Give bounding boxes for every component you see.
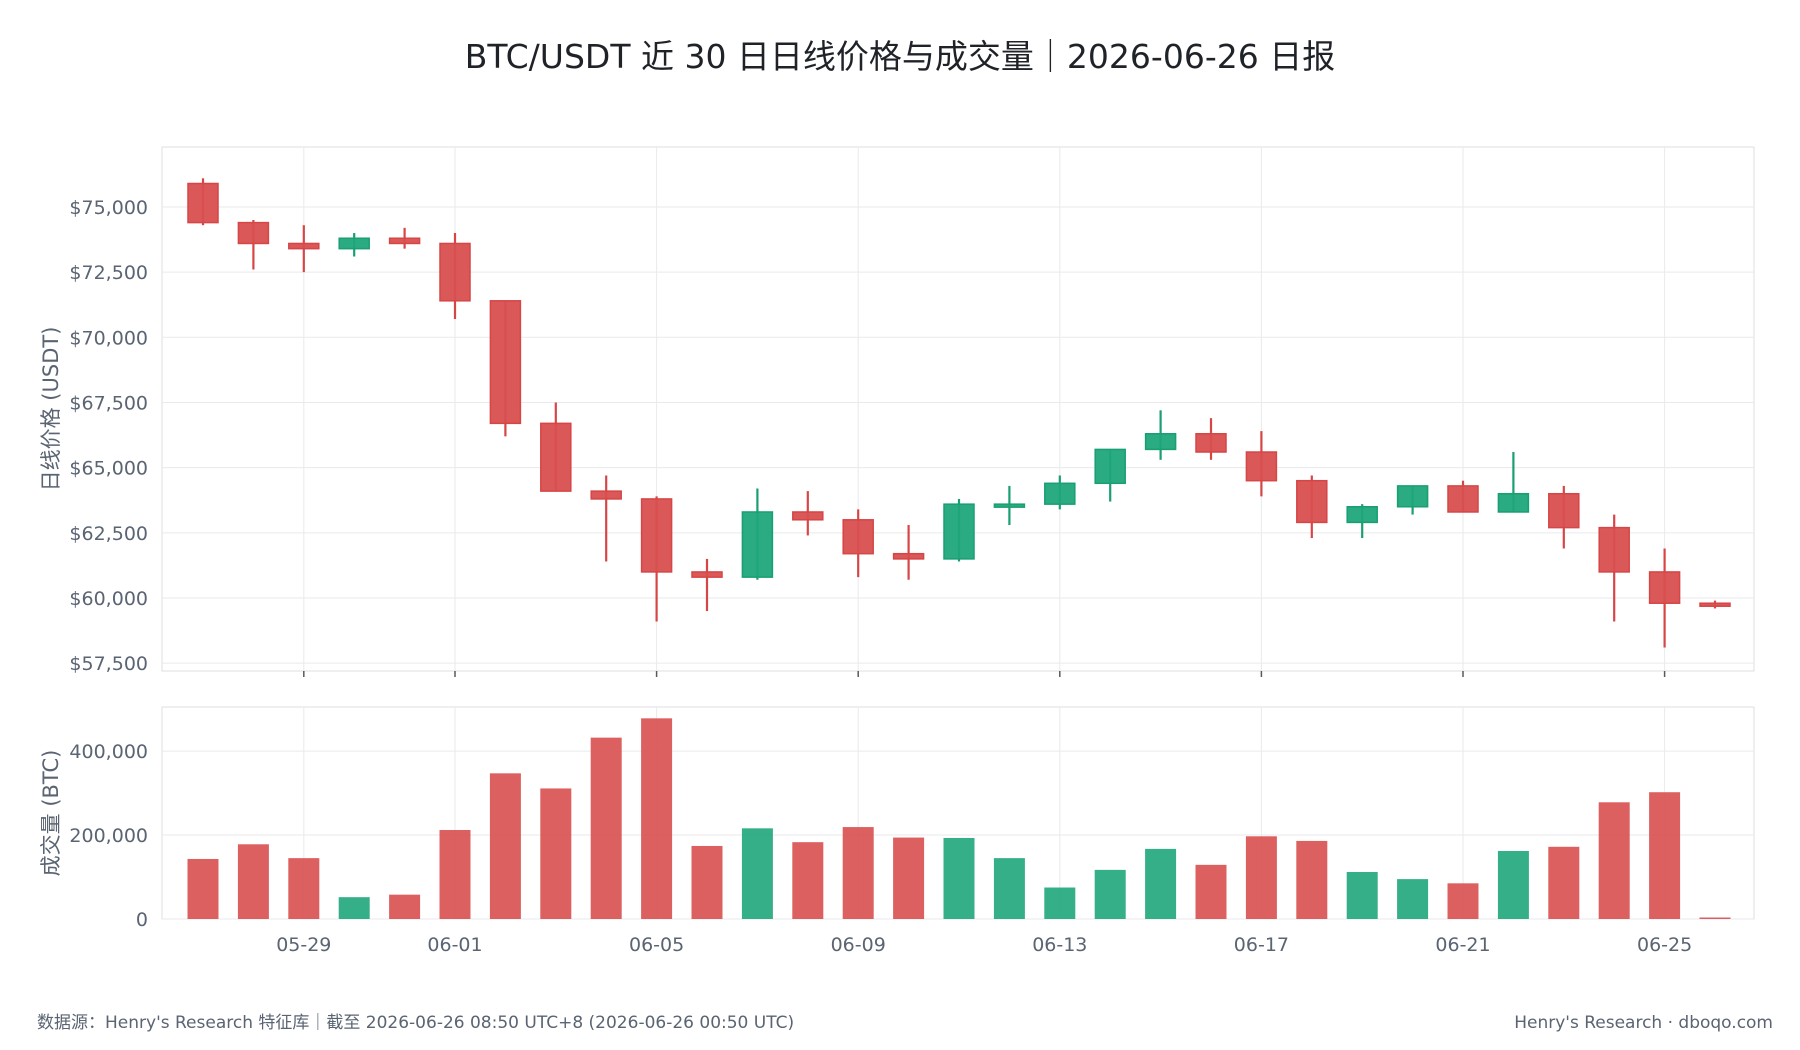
volume-bar	[1346, 871, 1378, 919]
volume-x-ticks: 05-29 06-01 06-05 06-09 06-13 06-17 06-21 06-25	[276, 934, 1692, 956]
candle-body	[1094, 448, 1126, 485]
volume-x-tick-label: 06-01	[427, 934, 482, 956]
candle-body	[1195, 433, 1227, 453]
volume-bar	[641, 718, 673, 919]
volume-bar	[741, 828, 773, 919]
candle-body	[489, 300, 522, 425]
candle-body	[943, 503, 975, 560]
footer-brand: Henry's Research · dboqo.com	[1514, 1013, 1773, 1033]
candle-body	[540, 422, 572, 492]
volume-bars	[187, 718, 1731, 919]
candle-body	[640, 498, 673, 573]
volume-panel: 0 200,000 400,000 05-29 06-01 06-05 06-09 06-1…	[39, 706, 1755, 956]
candle-body	[792, 511, 824, 521]
price-y-tick-label: $57,500	[69, 653, 148, 675]
candle-body	[1396, 485, 1429, 508]
candle-body	[1296, 479, 1328, 524]
candle-body	[439, 242, 471, 302]
volume-bar	[1397, 879, 1429, 919]
volume-bar	[288, 858, 320, 919]
volume-bar	[1296, 840, 1328, 919]
price-y-tick-label: $60,000	[69, 588, 148, 610]
candle-body	[1598, 526, 1630, 573]
volume-bar	[893, 837, 925, 919]
candle-body	[237, 221, 270, 245]
volume-y-tick-label: 200,000	[69, 825, 148, 847]
price-panel: $57,500 $60,000 $62,500 $65,000 $67,500 $70,0…	[39, 146, 1755, 677]
price-y-tick-label: $72,500	[69, 262, 148, 284]
chart-title: BTC/USDT 近 30 日日线价格与成交量｜2026-06-26 日报	[465, 37, 1335, 76]
candle-body	[1497, 492, 1530, 513]
candle-body	[1699, 602, 1731, 607]
candle-body	[338, 237, 370, 250]
candle-body	[1648, 571, 1681, 604]
volume-bar	[187, 858, 219, 919]
volume-bar	[389, 894, 421, 919]
volume-bar	[439, 830, 471, 919]
volume-x-tick-label: 06-05	[629, 934, 684, 956]
volume-bar	[1649, 792, 1681, 919]
price-y-tick-label: $70,000	[69, 327, 148, 349]
price-candles	[187, 178, 1731, 648]
volume-bar	[1497, 850, 1529, 919]
price-y-tick-label: $67,500	[69, 392, 148, 414]
price-y-ticks: $57,500 $60,000 $62,500 $65,000 $67,500 $70,0…	[69, 197, 148, 675]
volume-x-tick-label: 06-13	[1032, 934, 1087, 956]
candle-body	[691, 571, 723, 578]
volume-bar	[1195, 864, 1227, 919]
volume-x-tick-label: 06-17	[1234, 934, 1289, 956]
volume-bar	[1245, 836, 1277, 919]
footer-source: 数据源：Henry's Research 特征库｜截至 2026-06-26 0…	[37, 1013, 794, 1033]
volume-bar	[1447, 883, 1479, 919]
candle-body	[892, 552, 925, 560]
candle-body	[590, 490, 622, 500]
volume-bar	[237, 844, 269, 919]
candle-body	[1548, 492, 1580, 529]
price-x-tick-marks	[303, 671, 1666, 677]
volume-bar	[1598, 802, 1630, 919]
candle-body	[1447, 485, 1479, 513]
candle-body	[1144, 433, 1177, 451]
volume-bar	[1699, 917, 1731, 919]
candle-body	[1044, 482, 1076, 505]
volume-y-tick-label: 0	[136, 909, 148, 931]
price-y-tick-label: $75,000	[69, 197, 148, 219]
volume-bar	[1548, 846, 1580, 919]
price-y-tick-label: $65,000	[69, 458, 148, 480]
volume-x-tick-label: 06-09	[831, 934, 886, 956]
candle-body	[388, 237, 421, 245]
volume-bar	[1094, 869, 1126, 919]
volume-bar	[691, 845, 723, 919]
candle-body	[187, 182, 219, 224]
price-y-tick-label: $62,500	[69, 523, 148, 545]
candle-body	[1346, 506, 1378, 524]
candle-body	[842, 519, 874, 555]
volume-y-tick-label: 400,000	[69, 741, 148, 763]
candle-body	[288, 242, 320, 250]
volume-x-tick-label: 06-25	[1637, 934, 1692, 956]
candle-body	[741, 511, 774, 578]
volume-bar	[338, 897, 370, 919]
candle-body	[1245, 451, 1278, 482]
volume-bar	[943, 837, 975, 919]
volume-bar	[1145, 848, 1177, 919]
volume-bar	[540, 788, 572, 919]
volume-bar	[1044, 887, 1076, 919]
price-panel-frame	[161, 146, 1755, 672]
volume-bar	[993, 858, 1025, 919]
volume-bar	[792, 842, 824, 919]
candle-body	[993, 503, 1026, 508]
price-gridlines	[162, 147, 1754, 671]
volume-y-ticks: 0 200,000 400,000	[69, 741, 148, 931]
volume-bar	[590, 737, 622, 919]
volume-bar	[842, 827, 874, 919]
volume-bar	[489, 773, 521, 919]
volume-y-axis-title: 成交量 (BTC)	[39, 750, 63, 877]
price-y-axis-title: 日线价格 (USDT)	[39, 327, 63, 492]
volume-x-tick-label: 05-29	[276, 934, 331, 956]
volume-x-tick-label: 06-21	[1435, 934, 1490, 956]
